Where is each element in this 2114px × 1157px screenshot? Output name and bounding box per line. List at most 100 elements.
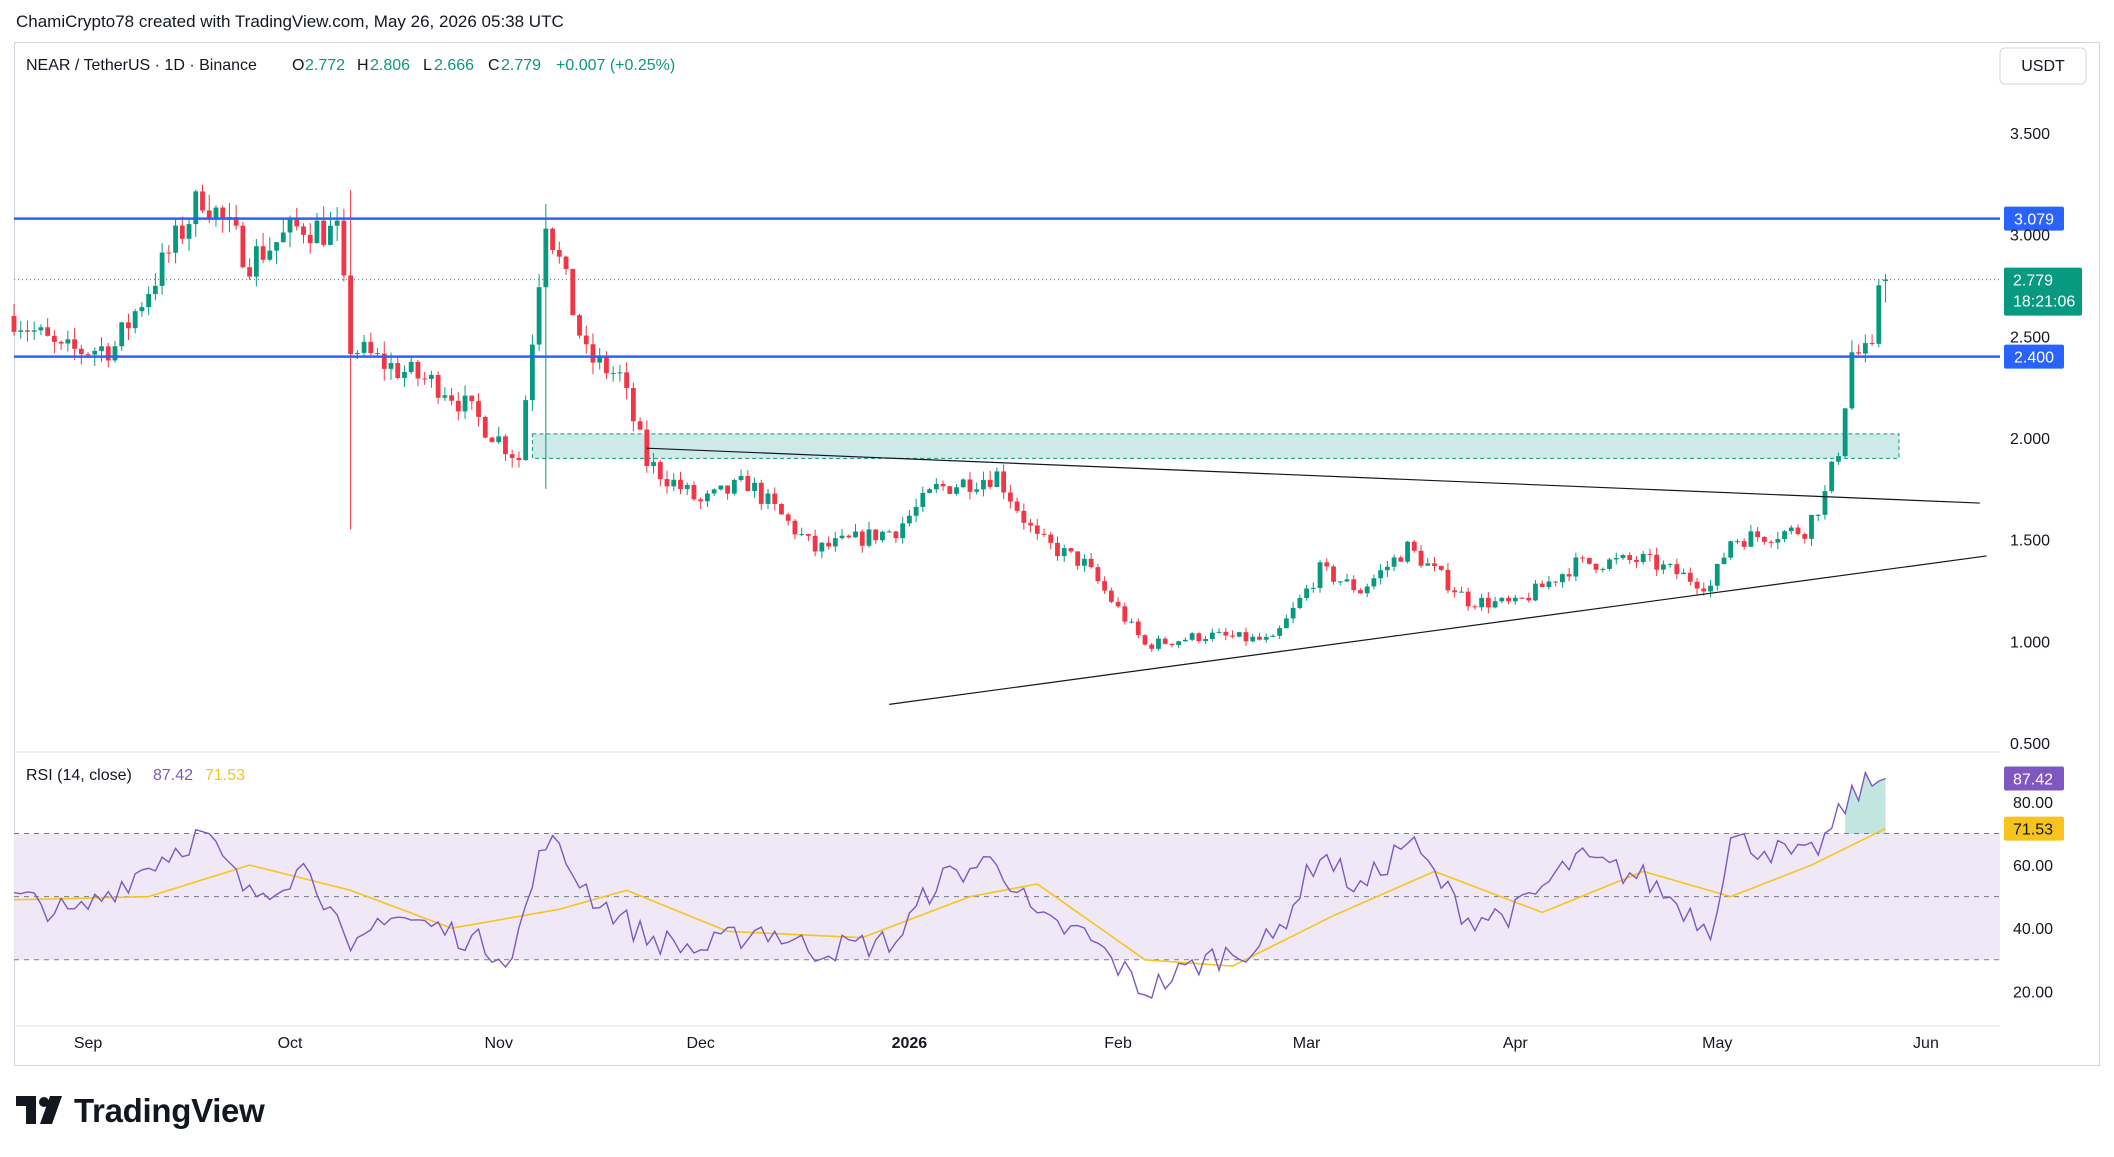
candle-body[interactable] [1795, 527, 1801, 535]
candle-body[interactable] [1506, 597, 1511, 602]
candle-body[interactable] [146, 293, 152, 308]
candle-body[interactable] [503, 436, 508, 455]
candle[interactable] [1378, 564, 1384, 585]
candle-body[interactable] [1290, 607, 1296, 619]
candle-body[interactable] [1815, 514, 1821, 516]
candle[interactable] [671, 473, 677, 492]
candle-body[interactable] [536, 287, 542, 345]
candle-body[interactable] [45, 327, 51, 336]
candle-body[interactable] [1317, 562, 1323, 588]
candle[interactable] [523, 395, 529, 461]
candle[interactable] [341, 208, 347, 282]
candle[interactable] [846, 534, 852, 539]
candle-body[interactable] [1788, 527, 1794, 532]
candle-body[interactable] [1714, 563, 1720, 586]
candle[interactable] [1674, 558, 1680, 580]
candle[interactable] [920, 486, 926, 512]
candle[interactable] [1802, 532, 1808, 544]
candle[interactable] [853, 523, 858, 538]
candle-body[interactable] [597, 356, 603, 363]
candle-body[interactable] [428, 374, 434, 379]
candle-body[interactable] [1034, 525, 1040, 534]
candle-body[interactable] [206, 210, 212, 220]
candle-body[interactable] [1162, 638, 1168, 644]
candle-body[interactable] [678, 479, 683, 490]
candle[interactable] [1465, 587, 1471, 611]
candle[interactable] [31, 321, 37, 340]
candle[interactable] [1115, 597, 1121, 609]
candle-body[interactable] [92, 350, 98, 355]
candle-body[interactable] [341, 220, 347, 276]
candle[interactable] [1593, 563, 1599, 574]
candle-body[interactable] [1755, 531, 1761, 538]
candle[interactable] [489, 436, 495, 443]
candle[interactable] [630, 382, 636, 432]
candle[interactable] [1014, 497, 1020, 514]
candle-body[interactable] [388, 363, 394, 369]
candle-body[interactable] [570, 268, 576, 316]
candle-body[interactable] [819, 542, 825, 552]
candle[interactable] [146, 286, 152, 316]
candle-body[interactable] [630, 388, 636, 422]
candle-body[interactable] [1263, 636, 1269, 640]
candle-body[interactable] [880, 531, 885, 541]
candle-body[interactable] [1068, 548, 1074, 552]
candle[interactable] [267, 237, 273, 262]
candle[interactable] [1310, 582, 1316, 593]
candle-body[interactable] [1135, 621, 1141, 636]
candle-body[interactable] [321, 220, 327, 245]
candle[interactable] [1741, 538, 1747, 550]
candle-body[interactable] [1809, 514, 1814, 539]
candle-body[interactable] [1694, 581, 1700, 589]
candle[interactable] [1223, 627, 1229, 641]
candle[interactable] [1061, 544, 1067, 562]
candle-body[interactable] [839, 535, 845, 539]
candle[interactable] [893, 530, 899, 543]
candle[interactable] [570, 268, 576, 316]
candle[interactable] [590, 333, 596, 375]
candle-body[interactable] [1849, 352, 1855, 409]
candle-body[interactable] [1553, 581, 1559, 583]
candle-body[interactable] [1048, 534, 1054, 543]
candle[interactable] [954, 484, 959, 496]
candle-body[interactable] [644, 429, 650, 467]
candle-body[interactable] [496, 436, 502, 443]
candle[interactable] [1283, 614, 1289, 629]
candle[interactable] [1539, 580, 1545, 588]
candle-body[interactable] [1075, 551, 1081, 566]
candle-body[interactable] [772, 493, 778, 504]
candle[interactable] [213, 205, 219, 227]
candle[interactable] [381, 341, 387, 381]
candle[interactable] [1856, 344, 1862, 356]
candle-body[interactable] [981, 479, 986, 490]
candle[interactable] [1876, 279, 1882, 348]
candle[interactable] [1304, 584, 1309, 601]
candle[interactable] [1459, 586, 1464, 593]
candle-body[interactable] [415, 361, 421, 379]
candle[interactable] [1526, 592, 1532, 603]
candle-body[interactable] [72, 339, 77, 349]
candle-body[interactable] [1176, 641, 1182, 646]
candle[interactable] [260, 233, 266, 264]
candle[interactable] [1149, 642, 1155, 652]
candle-body[interactable] [1129, 621, 1134, 623]
candle[interactable] [1735, 538, 1740, 545]
candle-body[interactable] [25, 330, 30, 332]
candle-body[interactable] [906, 515, 912, 524]
candle-body[interactable] [1708, 585, 1713, 592]
candle-body[interactable] [1647, 553, 1653, 555]
candle[interactable] [1775, 531, 1781, 550]
candle[interactable] [772, 487, 778, 511]
candle[interactable] [678, 471, 683, 495]
candle[interactable] [1230, 630, 1235, 639]
candle-body[interactable] [1371, 578, 1377, 587]
candle-body[interactable] [1869, 343, 1875, 345]
candle-body[interactable] [1883, 279, 1888, 282]
candle[interactable] [159, 243, 165, 295]
candle-body[interactable] [731, 480, 737, 494]
candle[interactable] [1209, 628, 1215, 642]
candle[interactable] [51, 329, 57, 354]
candle-body[interactable] [832, 538, 838, 547]
candle[interactable] [637, 417, 643, 431]
candle[interactable] [1627, 552, 1633, 565]
